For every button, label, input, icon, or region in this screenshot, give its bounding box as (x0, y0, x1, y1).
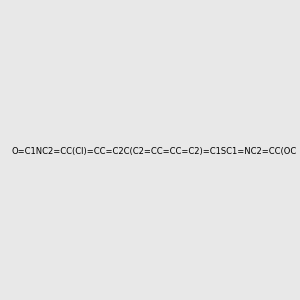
Text: O=C1NC2=CC(Cl)=CC=C2C(C2=CC=CC=C2)=C1SC1=NC2=CC(OC: O=C1NC2=CC(Cl)=CC=C2C(C2=CC=CC=C2)=C1SC1… (11, 147, 296, 156)
